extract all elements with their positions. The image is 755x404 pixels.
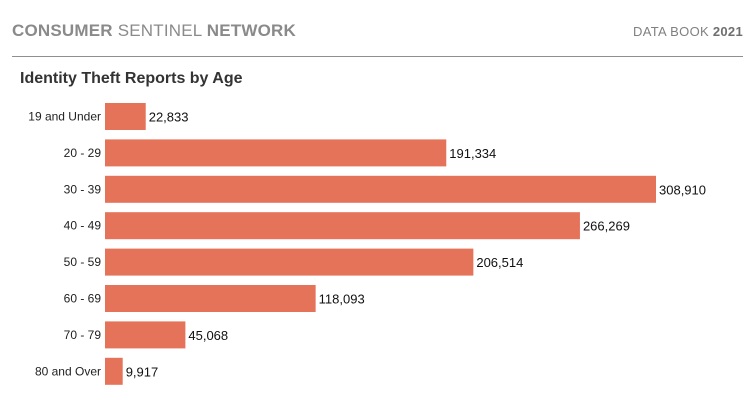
category-label: 70 - 79 <box>64 328 102 342</box>
category-label: 80 and Over <box>35 364 101 378</box>
bar-7 <box>105 357 123 385</box>
value-label: 266,269 <box>583 219 630 234</box>
bar-1 <box>105 139 447 167</box>
category-label: 19 and Under <box>28 110 101 124</box>
bar-5 <box>105 285 316 312</box>
data-book-label: DATA BOOK 2021 <box>633 24 743 39</box>
category-label: 20 - 29 <box>64 146 102 160</box>
category-label: 60 - 69 <box>64 292 102 306</box>
value-label: 118,093 <box>319 292 365 307</box>
brand-part-network: NETWORK <box>206 21 296 40</box>
report-header: CONSUMER SENTINEL NETWORK DATA BOOK 2021 <box>0 0 755 56</box>
bars-group: 19 and Under 22,833 20 - 29 191,334 30 - 39 3… <box>28 103 706 385</box>
value-label: 22,833 <box>149 110 189 125</box>
brand-part-sentinel: SENTINEL <box>117 21 202 40</box>
value-label: 308,910 <box>659 182 706 197</box>
header-divider <box>12 56 743 57</box>
category-label: 30 - 39 <box>64 182 102 196</box>
bar-2 <box>105 175 656 203</box>
value-label: 191,334 <box>449 146 496 161</box>
category-label: 50 - 59 <box>64 255 102 269</box>
value-label: 45,068 <box>188 328 228 343</box>
value-label: 9,917 <box>126 364 159 379</box>
brand-title: CONSUMER SENTINEL NETWORK <box>12 21 296 41</box>
bar-0 <box>105 103 146 130</box>
bar-4 <box>105 248 474 276</box>
bar-3 <box>105 212 580 240</box>
category-label: 40 - 49 <box>64 219 102 233</box>
value-label: 206,514 <box>476 255 523 270</box>
brand-part-consumer: CONSUMER <box>12 21 113 40</box>
bar-6 <box>105 321 186 349</box>
data-book-text: DATA BOOK <box>633 24 709 39</box>
data-book-year: 2021 <box>712 24 743 39</box>
chart-title: Identity Theft Reports by Age <box>20 70 243 87</box>
